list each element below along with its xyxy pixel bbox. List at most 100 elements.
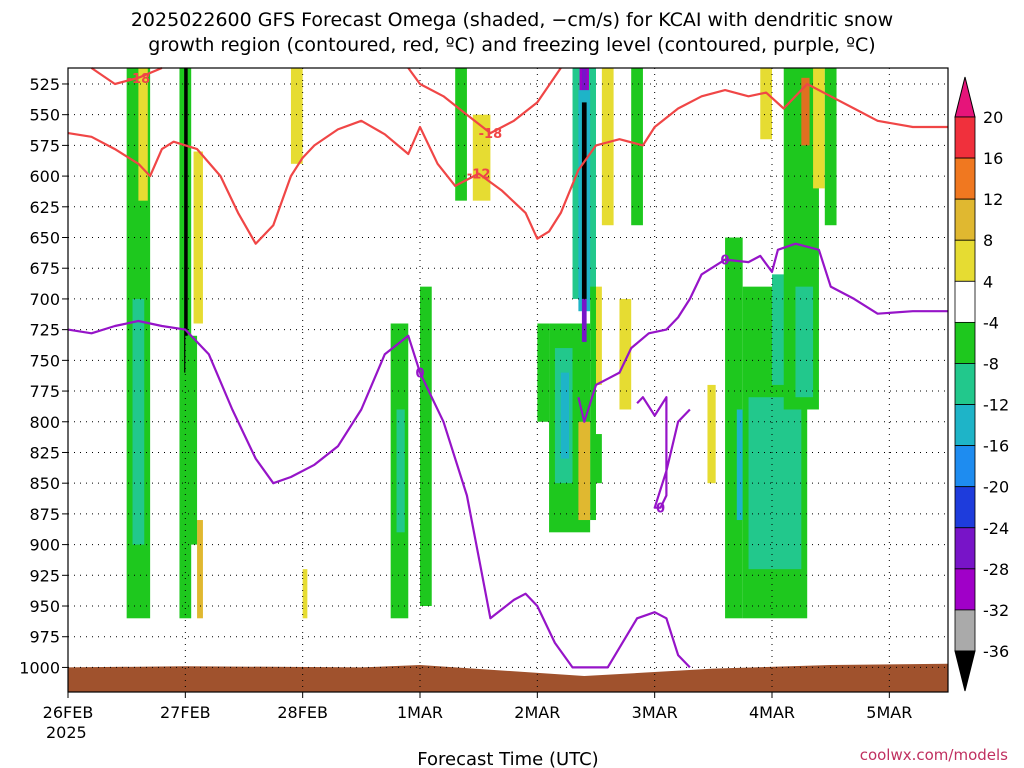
colorbar-label: 8	[983, 231, 993, 250]
colorbar-bin	[954, 486, 976, 529]
omega-cell	[396, 409, 405, 533]
dgz-contour	[90, 66, 163, 86]
omega-cell	[596, 434, 602, 484]
omega-cell	[813, 68, 825, 189]
x-axis: 26FEB 27FEB 28FEB 1MAR 2MAR 3MAR 4MAR 5MAR	[43, 692, 912, 722]
colorbar-bin	[954, 363, 976, 405]
omega-cell	[138, 68, 148, 201]
colorbar-bin	[954, 239, 976, 282]
colorbar-label: -32	[983, 601, 1009, 620]
x-tick-label: 27FEB	[160, 703, 211, 722]
terrain	[68, 663, 948, 692]
y-tick-label: 850	[29, 474, 60, 493]
watermark: coolwx.com/models	[860, 746, 1008, 764]
y-tick-label: 550	[29, 106, 60, 125]
omega-cell	[748, 397, 802, 570]
contours: -12 -18 -18 0 0 0	[67, 66, 948, 669]
title-line-1: 2025022600 GFS Forecast Omega (shaded, −…	[131, 9, 893, 31]
colorbar-under-arrow	[954, 650, 976, 692]
colorbar-bin	[954, 157, 976, 200]
x-tick-label: 26FEB	[43, 703, 94, 722]
omega-cell	[537, 323, 550, 422]
colorbar-bin	[954, 321, 976, 364]
x-tick-label: 5MAR	[866, 703, 912, 722]
colorbar-over-arrow	[954, 76, 976, 118]
omega-cell	[601, 68, 614, 226]
y-tick-label: 725	[29, 321, 60, 340]
y-tick-label: 525	[29, 75, 60, 94]
contour-label: 0	[721, 254, 730, 269]
omega-cell	[631, 68, 643, 226]
colorbar-label: 16	[983, 149, 1003, 168]
omega-shading	[126, 68, 837, 619]
colorbar-bin	[954, 404, 976, 447]
y-tick-label: 600	[29, 167, 60, 186]
title-line-2: growth region (contoured, red, ºC) and f…	[148, 34, 875, 56]
freezing-level-contour	[67, 319, 691, 669]
y-tick-label: 925	[29, 566, 60, 585]
colorbar-bin	[954, 445, 976, 488]
colorbar-label: -20	[983, 478, 1009, 497]
omega-cell	[801, 77, 810, 146]
y-tick-label: 750	[29, 351, 60, 370]
x-year-label: 2025	[46, 723, 87, 742]
omega-cell	[581, 68, 587, 91]
freezing-level-contour	[577, 242, 948, 423]
x-axis-label: Forecast Time (UTC)	[417, 749, 598, 768]
colorbar-label: -36	[983, 642, 1009, 661]
x-tick-label: 3MAR	[632, 703, 678, 722]
omega-cell	[581, 298, 587, 342]
colorbar-label: -4	[983, 313, 999, 332]
colorbar-label: -8	[983, 354, 999, 373]
y-tick-label: 700	[29, 290, 60, 309]
omega-cell	[197, 520, 203, 619]
y-tick-label: 575	[29, 136, 60, 155]
omega-cell	[725, 237, 743, 619]
y-tick-label: 800	[29, 413, 60, 432]
y-tick-label: 650	[29, 229, 60, 248]
omega-cell	[420, 286, 432, 607]
y-tick-label: 775	[29, 382, 60, 401]
colorbar-bin	[954, 568, 976, 611]
contour-label: 0	[415, 367, 424, 382]
colorbar-label: -16	[983, 437, 1009, 456]
colorbar-bin	[954, 280, 976, 323]
omega-cell	[302, 569, 308, 619]
omega-cell	[578, 421, 591, 521]
y-tick-label: 825	[29, 443, 60, 462]
y-tick-label: 875	[29, 505, 60, 524]
colorbar-bin	[954, 116, 976, 159]
omega-cell	[596, 286, 602, 385]
contour-label: -18	[479, 127, 503, 142]
plot-frame	[67, 67, 949, 693]
terrain-surface	[68, 663, 948, 692]
contour-label: -12	[467, 168, 491, 183]
omega-cell	[193, 151, 203, 324]
colorbar-label: 4	[983, 272, 993, 291]
x-tick-label: 28FEB	[277, 703, 328, 722]
y-tick-label: 675	[29, 259, 60, 278]
freezing-level-contour	[636, 396, 691, 509]
omega-cell	[455, 68, 467, 201]
omega-cell	[795, 286, 814, 398]
colorbar-label: 12	[983, 190, 1003, 209]
colorbar: 20 16 12 8 4 -4 -8 -12 -16 -20 -24 -28 -32 -36	[954, 76, 1009, 692]
x-tick-label: 1MAR	[397, 703, 443, 722]
y-tick-label: 975	[29, 628, 60, 647]
colorbar-bin	[954, 527, 976, 570]
colorbar-bin	[954, 609, 976, 652]
colorbar-label: -24	[983, 519, 1009, 538]
y-tick-label: 900	[29, 536, 60, 555]
colorbar-label: -28	[983, 560, 1009, 579]
dgz-contour	[407, 67, 562, 135]
omega-cell	[132, 298, 145, 545]
omega-cell	[185, 335, 198, 545]
omega-cell	[581, 102, 587, 299]
omega-cell	[184, 68, 188, 373]
contour-label: -18	[127, 72, 151, 87]
y-tick-label: 950	[29, 597, 60, 616]
title: 2025022600 GFS Forecast Omega (shaded, −…	[131, 9, 893, 56]
colorbar-bin	[954, 198, 976, 241]
omega-cell	[619, 298, 632, 410]
